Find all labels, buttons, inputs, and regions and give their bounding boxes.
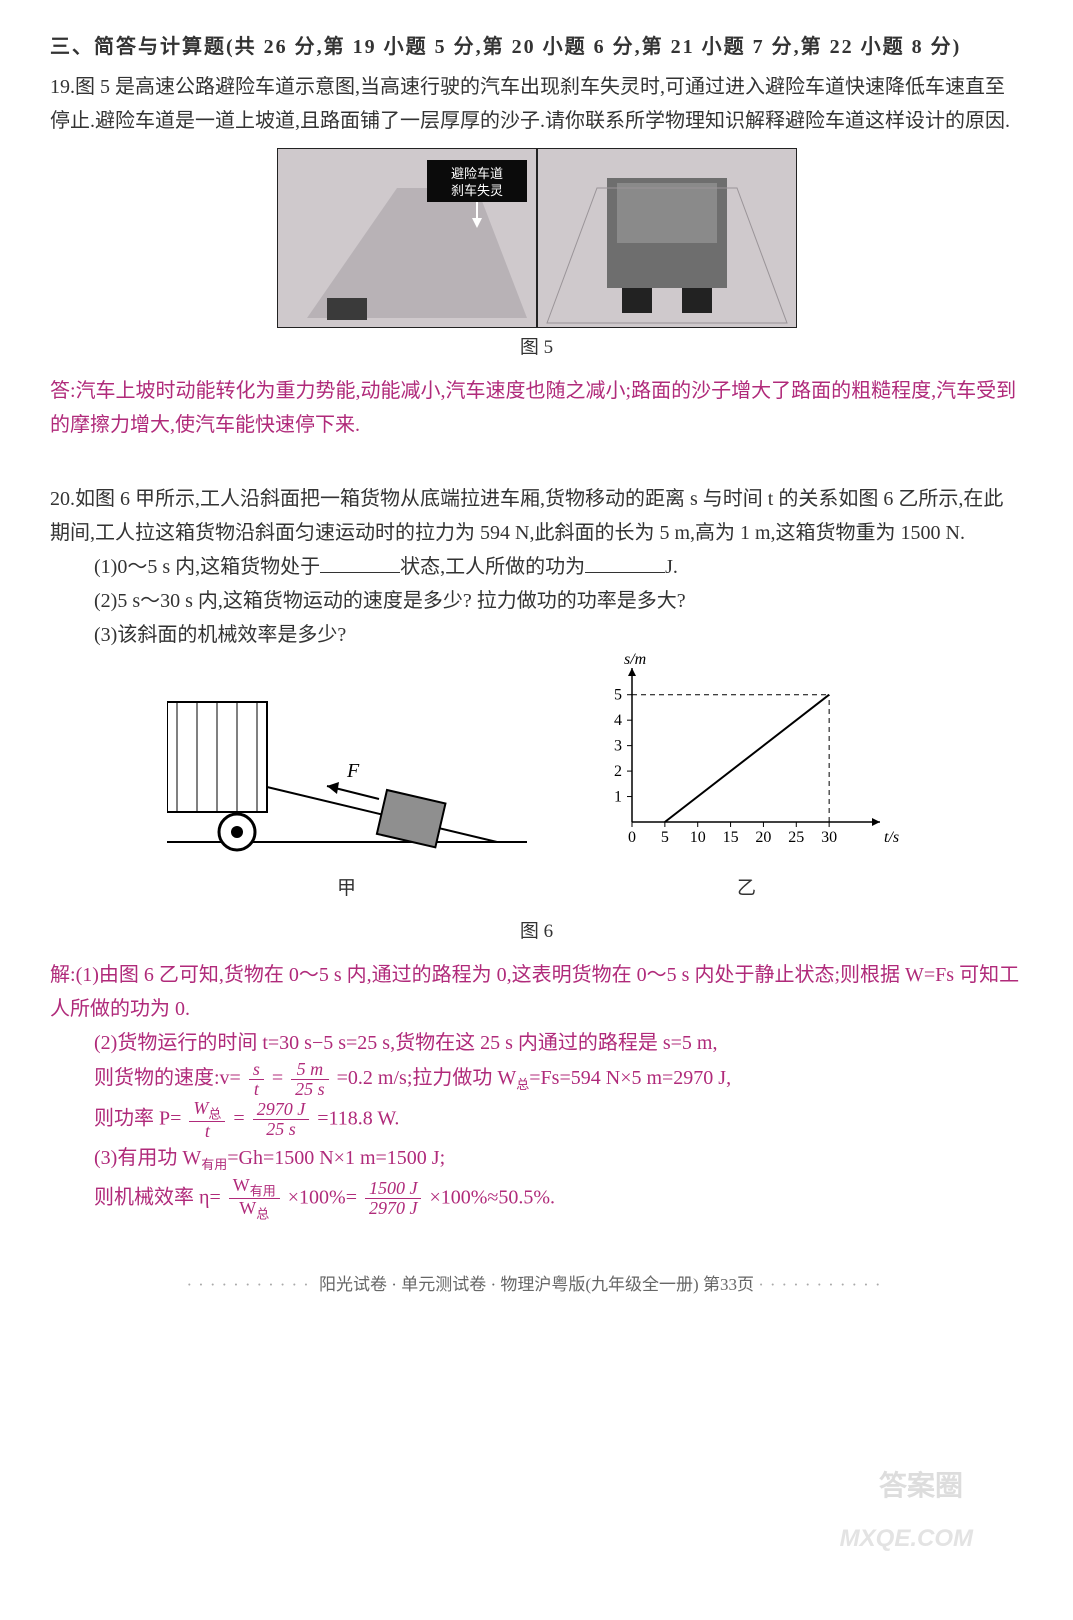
- frac-2970-25: 2970 J25 s: [253, 1100, 310, 1139]
- question-19: 19.图 5 是高速公路避险车道示意图,当高速行驶的汽车出现刹车失灵时,可通过进…: [50, 70, 1023, 138]
- svg-text:刹车失灵: 刹车失灵: [450, 183, 502, 198]
- sol-l3b-mid: ×100%=: [288, 1186, 357, 1208]
- sol-l2c: 则功率 P= W总t = 2970 J25 s =118.8 W.: [50, 1099, 1023, 1141]
- sol-l3b-pre: 则机械效率 η=: [94, 1186, 221, 1208]
- q20-number: 20.: [50, 488, 75, 510]
- frac-W-t: W总t: [189, 1099, 225, 1141]
- sol-eq1: =: [272, 1067, 283, 1089]
- svg-text:15: 15: [722, 829, 738, 846]
- q20-p1b: 状态,工人所做的功为: [400, 556, 585, 578]
- section-title: 三、简答与计算题(共 26 分,第 19 小题 5 分,第 20 小题 6 分,…: [50, 30, 1023, 64]
- q20-p1a: (1)0～5 s 内,这箱货物处于: [94, 556, 320, 578]
- sol-l2c-post: =118.8 W.: [317, 1107, 399, 1129]
- q19-number: 19.: [50, 76, 75, 98]
- figure-6: F 甲 0 5 10 15 20 25 30 1 2 3 4 5 t/s s/m 乙: [50, 652, 1023, 915]
- svg-text:s/m: s/m: [624, 652, 646, 668]
- sol-l3a-pre: (3)有用功 W: [94, 1147, 201, 1169]
- q20-solution: 解:(1)由图 6 乙可知,货物在 0～5 s 内,通过的路程为 0,这表明货物…: [50, 958, 1023, 1221]
- sol-l2b-post: =0.2 m/s;拉力做功 W: [337, 1067, 517, 1089]
- figure-5: 避险车道 刹车失灵: [50, 148, 1023, 328]
- footer-text: 阳光试卷 · 单元测试卷 · 物理沪粤版(九年级全一册) 第33页: [319, 1275, 754, 1294]
- sol-l1: (1)由图 6 乙可知,货物在 0～5 s 内,通过的路程为 0,这表明货物在 …: [50, 964, 1019, 1020]
- blank-state: [320, 550, 400, 573]
- q20-p1c: J.: [665, 556, 678, 578]
- frac-1500-2970: 1500 J2970 J: [365, 1179, 422, 1218]
- figure-6a-caption: 甲: [167, 873, 527, 905]
- figure-5-caption: 图 5: [50, 332, 1023, 364]
- sub-zong: 总: [516, 1077, 529, 1092]
- question-20: 20.如图 6 甲所示,工人沿斜面把一箱货物从底端拉进车厢,货物移动的距离 s …: [50, 482, 1023, 652]
- svg-text:0: 0: [628, 829, 636, 846]
- sol-l3b-post: ×100%≈50.5%.: [429, 1186, 555, 1208]
- q19-text: 图 5 是高速公路避险车道示意图,当高速行驶的汽车出现刹车失灵时,可通过进入避险…: [50, 76, 1010, 132]
- sol-l2b-pre: 则货物的速度:v=: [94, 1067, 241, 1089]
- watermark-en: MXQE.COM: [840, 1519, 973, 1560]
- svg-text:10: 10: [689, 829, 705, 846]
- svg-text:t/s: t/s: [884, 829, 899, 846]
- svg-text:20: 20: [755, 829, 771, 846]
- svg-text:4: 4: [614, 712, 622, 729]
- sol-prefix: 解:: [50, 964, 76, 986]
- blank-work: [585, 550, 665, 573]
- figure-5-image: 避险车道 刹车失灵: [277, 148, 797, 328]
- svg-text:25: 25: [788, 829, 804, 846]
- q19-answer: 答:汽车上坡时动能转化为重力势能,动能减小,汽车速度也随之减小;路面的沙子增大了…: [50, 374, 1023, 442]
- frac-s-t: st: [249, 1060, 264, 1099]
- figure-6b-caption: 乙: [587, 873, 907, 905]
- sol-l2b: 则货物的速度:v= st = 5 m25 s =0.2 m/s;拉力做功 W总=…: [50, 1060, 1023, 1099]
- q20-part1: (1)0～5 s 内,这箱货物处于 状态,工人所做的功为 J.: [50, 550, 1023, 584]
- sub-youyong: 有用: [201, 1157, 227, 1172]
- figure-6b: 0 5 10 15 20 25 30 1 2 3 4 5 t/s s/m 乙: [587, 652, 907, 915]
- page-footer: ··········· 阳光试卷 · 单元测试卷 · 物理沪粤版(九年级全一册)…: [50, 1271, 1023, 1300]
- frac-5-25: 5 m25 s: [291, 1060, 329, 1099]
- sol-l3a-post: =Gh=1500 N×1 m=1500 J;: [227, 1147, 445, 1169]
- sol-l3a: (3)有用功 W有用=Gh=1500 N×1 m=1500 J;: [50, 1141, 1023, 1176]
- q19-answer-text: 汽车上坡时动能转化为重力势能,动能减小,汽车速度也随之减小;路面的沙子增大了路面…: [50, 380, 1016, 436]
- footer-dots-left: ···········: [187, 1275, 315, 1294]
- frac-Wy-Wz: W有用W总: [229, 1176, 280, 1221]
- svg-text:30: 30: [821, 829, 837, 846]
- q20-part3: (3)该斜面的机械效率是多少?: [50, 618, 1023, 652]
- figure-6a: F 甲: [167, 672, 527, 915]
- footer-dots-right: ···········: [758, 1275, 886, 1294]
- sol-l2b-post2: =Fs=594 N×5 m=2970 J,: [529, 1067, 731, 1089]
- q19-answer-prefix: 答:: [50, 380, 76, 402]
- sol-l2c-pre: 则功率 P=: [94, 1107, 181, 1129]
- sol-l2a: (2)货物运行的时间 t=30 s−5 s=25 s,货物在这 25 s 内通过…: [50, 1026, 1023, 1060]
- svg-text:5: 5: [660, 829, 668, 846]
- figure-6-caption: 图 6: [50, 916, 1023, 948]
- sol-l3b: 则机械效率 η= W有用W总 ×100%= 1500 J2970 J ×100%…: [50, 1176, 1023, 1221]
- q20-intro: 如图 6 甲所示,工人沿斜面把一箱货物从底端拉进车厢,货物移动的距离 s 与时间…: [50, 488, 1003, 544]
- svg-text:5: 5: [614, 687, 622, 704]
- svg-text:避险车道: 避险车道: [450, 166, 502, 181]
- svg-text:1: 1: [614, 789, 622, 806]
- watermark-cn: 答案圈: [879, 1462, 963, 1510]
- q20-part2: (2)5 s～30 s 内,这箱货物运动的速度是多少? 拉力做功的功率是多大?: [50, 584, 1023, 618]
- svg-text:3: 3: [614, 738, 622, 755]
- sol-eq2: =: [233, 1107, 244, 1129]
- svg-text:2: 2: [614, 763, 622, 780]
- force-label: F: [346, 760, 360, 782]
